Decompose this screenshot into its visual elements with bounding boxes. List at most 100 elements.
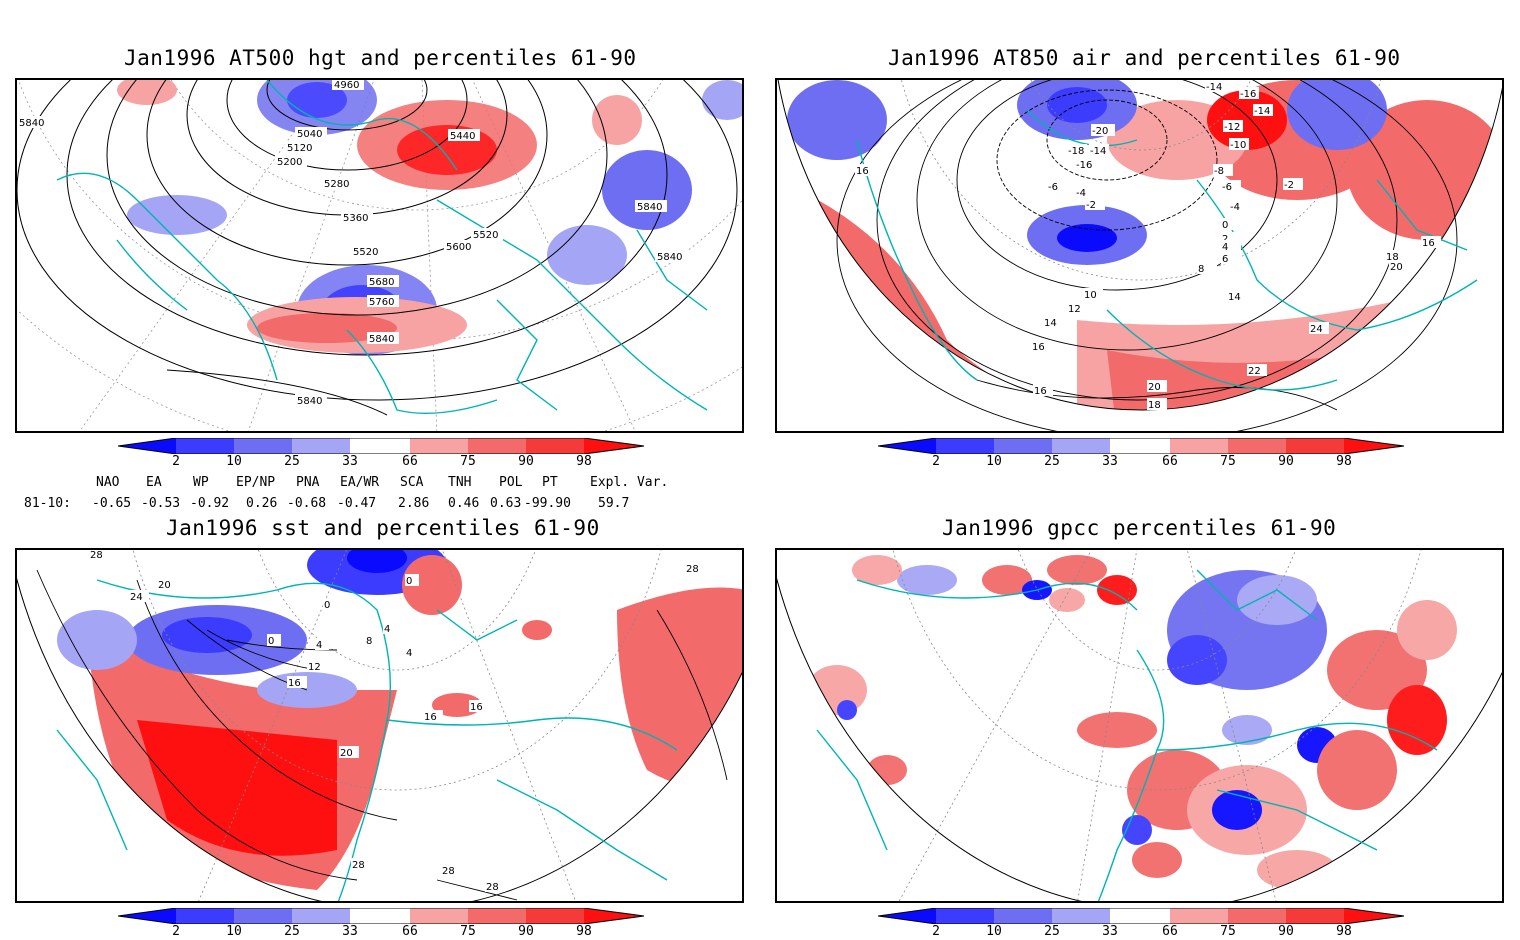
colorbar-label: 75	[1220, 924, 1236, 939]
contour-label: -14	[1206, 82, 1222, 93]
colorbar-hgt500: 2 10 25 33 66 75 90 98	[117, 437, 645, 472]
coastlines	[816, 569, 1438, 901]
colorbar-swatch	[584, 908, 644, 924]
colorbar-swatch	[1344, 438, 1404, 454]
contour-labels: -18 -16 -16 -14 -14 -14 -12 -10 -8 -6 -6…	[855, 80, 1441, 411]
contour-label: 5840	[19, 118, 44, 129]
colorbar-swatch	[118, 908, 176, 924]
contour-label: 8	[1198, 264, 1204, 275]
contour-label: 12	[1068, 304, 1081, 315]
colorbar-svg	[877, 907, 1405, 925]
contour-label: 20	[1148, 382, 1161, 393]
colorbar-label: 75	[460, 454, 476, 469]
colorbar-swatch	[1170, 438, 1228, 454]
colorbar-label: 98	[1336, 924, 1352, 939]
contour-label: 14	[1044, 318, 1057, 329]
panel-title-gpcc: Jan1996 gpcc percentiles 61-90	[942, 516, 1337, 540]
index-header: NAO	[96, 475, 120, 490]
panel-title-sst: Jan1996 sst and percentiles 61-90	[166, 516, 600, 540]
index-row-label: 81-10:	[24, 496, 71, 511]
index-value: -0.92	[190, 496, 230, 511]
contour-label: -8	[1214, 166, 1224, 177]
contour-label: 5840	[297, 396, 322, 407]
contour-label: 28	[486, 882, 499, 893]
contour-label: 6	[1222, 254, 1228, 265]
contour-label: 0	[406, 576, 412, 587]
index-value: -0.68	[287, 496, 327, 511]
contour-label: -18	[1068, 146, 1084, 157]
colorbar-label: 2	[172, 924, 180, 939]
contour-label: -16	[1240, 89, 1256, 100]
colorbar-label: 66	[1162, 924, 1178, 939]
colorbar-swatch	[994, 438, 1052, 454]
colorbar-swatch	[350, 438, 410, 454]
coastlines	[56, 579, 678, 901]
contour-label: 5840	[369, 334, 394, 345]
contour-label: 0	[324, 600, 330, 611]
colorbar-swatch	[584, 438, 644, 454]
contour-label: 16	[1422, 238, 1435, 249]
colorbar-swatch	[1228, 438, 1286, 454]
contour-label: 4	[384, 624, 390, 635]
contour-label: 16	[856, 166, 869, 177]
contour-label: 28	[442, 866, 455, 877]
contour-label: -12	[1224, 122, 1240, 133]
contour-label: 28	[352, 860, 365, 871]
index-header: WP	[193, 475, 209, 490]
contour-label: 10	[1084, 290, 1097, 301]
contour-label: 28	[686, 564, 699, 575]
colorbar-label: 2	[172, 454, 180, 469]
colorbar-swatch	[1286, 908, 1344, 924]
contour-label: -2	[1086, 200, 1096, 211]
contour-label: 14	[1228, 292, 1241, 303]
contour-label: 8	[366, 636, 372, 647]
contour-label: 28	[90, 550, 103, 561]
index-header: SCA	[400, 475, 424, 490]
colorbar-swatch	[292, 438, 350, 454]
contour-label: 4	[316, 640, 322, 651]
contour-label: -20	[1092, 126, 1108, 137]
colorbar-swatch	[468, 908, 526, 924]
map-panel-gpcc	[775, 548, 1504, 903]
colorbar-air850: 2 10 25 33 66 75 90 98	[877, 437, 1405, 472]
index-value: 59.7	[598, 496, 630, 511]
contour-label: 5840	[637, 202, 662, 213]
colorbar-swatch	[1286, 438, 1344, 454]
colorbar-swatch	[936, 908, 994, 924]
colorbar-gpcc: 2 10 25 33 66 75 90 98	[877, 907, 1405, 940]
map-panel-air850: -18 -16 -16 -14 -14 -14 -12 -10 -8 -6 -6…	[775, 78, 1504, 433]
colorbar-swatch	[176, 438, 234, 454]
contour-label: 5280	[324, 179, 349, 190]
colorbar-label: 33	[1102, 924, 1118, 939]
colorbar-swatch	[936, 438, 994, 454]
colorbar-swatch	[176, 908, 234, 924]
contour-label: 5520	[473, 230, 498, 241]
contour-labels: 4960 5040 5120 5200 5280 5360 5440 5520 …	[17, 80, 687, 407]
index-value: 0.63	[490, 496, 522, 511]
index-header: PNA	[296, 475, 320, 490]
contour-label: 12	[308, 662, 321, 673]
index-header: POL	[499, 475, 523, 490]
colorbar-swatch	[1052, 908, 1110, 924]
colorbar-label: 33	[1102, 454, 1118, 469]
contour-label: -14	[1254, 106, 1270, 117]
index-header: EA/WR	[340, 475, 380, 490]
contour-label: 5600	[446, 242, 471, 253]
contour-label: 0	[1222, 220, 1228, 231]
contour-labels: 28 24 20 0 0 4 4 8 12 16 16 16 20 28 28 …	[89, 550, 705, 893]
contour-label: -6	[1048, 182, 1058, 193]
anomaly-shading	[117, 80, 742, 355]
colorbar-swatch	[234, 438, 292, 454]
index-value: 0.46	[448, 496, 480, 511]
colorbar-label: 33	[342, 924, 358, 939]
map-panel-hgt500: 4960 5040 5120 5200 5280 5360 5440 5520 …	[15, 78, 744, 433]
colorbar-label: 66	[1162, 454, 1178, 469]
colorbar-swatch	[1110, 908, 1170, 924]
contour-label: -16	[1076, 160, 1092, 171]
colorbar-label: 66	[402, 924, 418, 939]
index-header: TNH	[448, 475, 472, 490]
colorbar-swatch	[1052, 438, 1110, 454]
contour-label: 4	[1222, 242, 1228, 253]
contour-label: 5360	[343, 213, 368, 224]
coastlines	[56, 80, 708, 415]
